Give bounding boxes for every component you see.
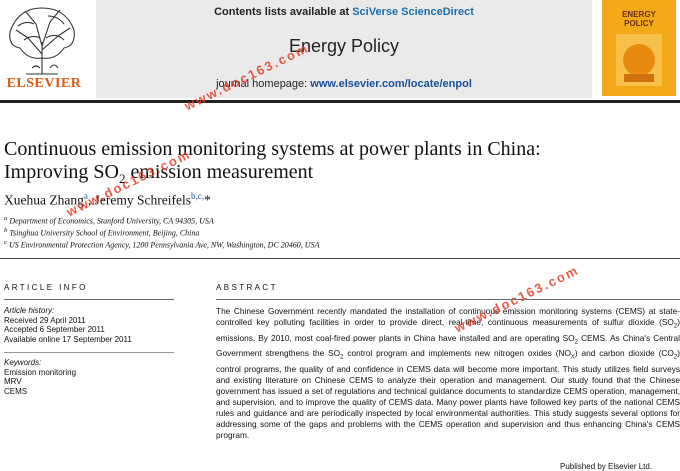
corresponding-star[interactable]: *: [203, 192, 211, 208]
cover-art-icon: [616, 34, 662, 86]
subscript: 2: [340, 354, 344, 361]
affiliation-c: c US Environmental Protection Agency, 12…: [4, 239, 319, 250]
article-history: Article history: Received 29 April 2011 …: [4, 306, 174, 344]
keyword[interactable]: CEMS: [4, 386, 28, 396]
journal-title: Energy Policy: [288, 36, 400, 56]
subscript: 2: [574, 339, 578, 346]
author-1[interactable]: Xuehua Zhang: [4, 192, 84, 208]
online-date: Available online 17 September 2011: [4, 334, 132, 344]
homepage-prefix: journal homepage:: [216, 78, 311, 90]
subscript: X: [570, 354, 575, 361]
affil-mark: b: [4, 227, 8, 234]
tree-logo-icon: [6, 2, 78, 76]
homepage-link[interactable]: www.elsevier.com/locate/enpol: [310, 78, 472, 90]
abstract-part: ) control programs, the quality of and c…: [216, 348, 680, 440]
contents-prefix: Contents lists available at: [214, 6, 353, 18]
abstract-part: ) and carbon dioxide (CO: [574, 348, 674, 359]
article-info-heading: ARTICLE INFO: [4, 283, 88, 292]
cover-title: ENERGY POLICY: [602, 10, 676, 28]
affil-text: US Environmental Protection Agency, 1200…: [6, 240, 320, 250]
publisher-name: ELSEVIER: [6, 76, 82, 91]
abstract-part: CEMS. As China's Central Government stre…: [216, 332, 680, 359]
journal-homepage: journal homepage: www.elsevier.com/locat…: [96, 78, 592, 90]
subscript: 2: [673, 323, 678, 330]
contents-line: Contents lists available at SciVerse Sci…: [96, 6, 592, 18]
abstract-rule: [216, 299, 680, 300]
keywords-label: Keywords:: [4, 358, 42, 367]
keywords-rule: [4, 352, 174, 353]
abstract-text: The Chinese Government recently mandated…: [216, 306, 680, 441]
section-rule: [0, 258, 680, 259]
affil-text: Tsinghua University School of Environmen…: [7, 228, 200, 238]
article-title: Continuous emission monitoring systems a…: [4, 138, 680, 190]
affil-text: Department of Economics, Stanford Univer…: [7, 216, 214, 226]
abstract-part: ) emissions. By 2010, most coal-fired po…: [216, 317, 680, 343]
published-by: Published by Elsevier Ltd.: [560, 462, 653, 471]
header-rule: [0, 100, 680, 103]
author-2-affil[interactable]: b,c,: [190, 191, 204, 201]
abstract-heading: ABSTRACT: [216, 283, 278, 292]
author-2[interactable]: Jeremy Schreifels: [94, 192, 191, 208]
title-line2-suffix: emission measurement: [125, 161, 314, 183]
affil-mark: a: [4, 215, 8, 222]
accepted-date: Accepted 6 September 2011: [4, 325, 105, 334]
keyword[interactable]: MRV: [4, 377, 22, 386]
sciencedirect-link[interactable]: SciVerse ScienceDirect: [352, 6, 474, 18]
abstract-part: The Chinese Government recently mandated…: [216, 306, 680, 327]
affil-mark: c: [4, 239, 7, 246]
history-label: Article history:: [4, 306, 55, 315]
title-line1: Continuous emission monitoring systems a…: [4, 138, 541, 160]
keyword[interactable]: Emission monitoring: [4, 367, 77, 377]
affiliation-b: b Tsinghua University School of Environm…: [4, 227, 199, 238]
keywords-block: Keywords: Emission monitoring MRV CEMS: [4, 358, 174, 396]
author-1-affil[interactable]: a: [83, 191, 88, 201]
cover-title-line1: ENERGY: [622, 10, 656, 19]
subscript: 2: [673, 354, 678, 361]
author-separator: ,: [87, 192, 95, 208]
received-date: Received 29 April 2011: [4, 315, 86, 325]
title-line2-prefix: Improving SO: [4, 161, 119, 183]
title-subscript: 2: [119, 171, 126, 186]
author-list: Xuehua Zhanga, Jeremy Schreifelsb,c,*: [4, 191, 211, 209]
article-info-rule: [4, 299, 174, 300]
journal-header-band: [96, 0, 592, 98]
affiliation-a: a Department of Economics, Stanford Univ…: [4, 215, 214, 226]
elsevier-logo: ELSEVIER: [0, 0, 86, 100]
abstract-part: control program and implements new nitro…: [343, 348, 571, 359]
cover-title-line2: POLICY: [624, 19, 654, 28]
title-line2: Improving SO2 emission measurement: [4, 161, 680, 190]
